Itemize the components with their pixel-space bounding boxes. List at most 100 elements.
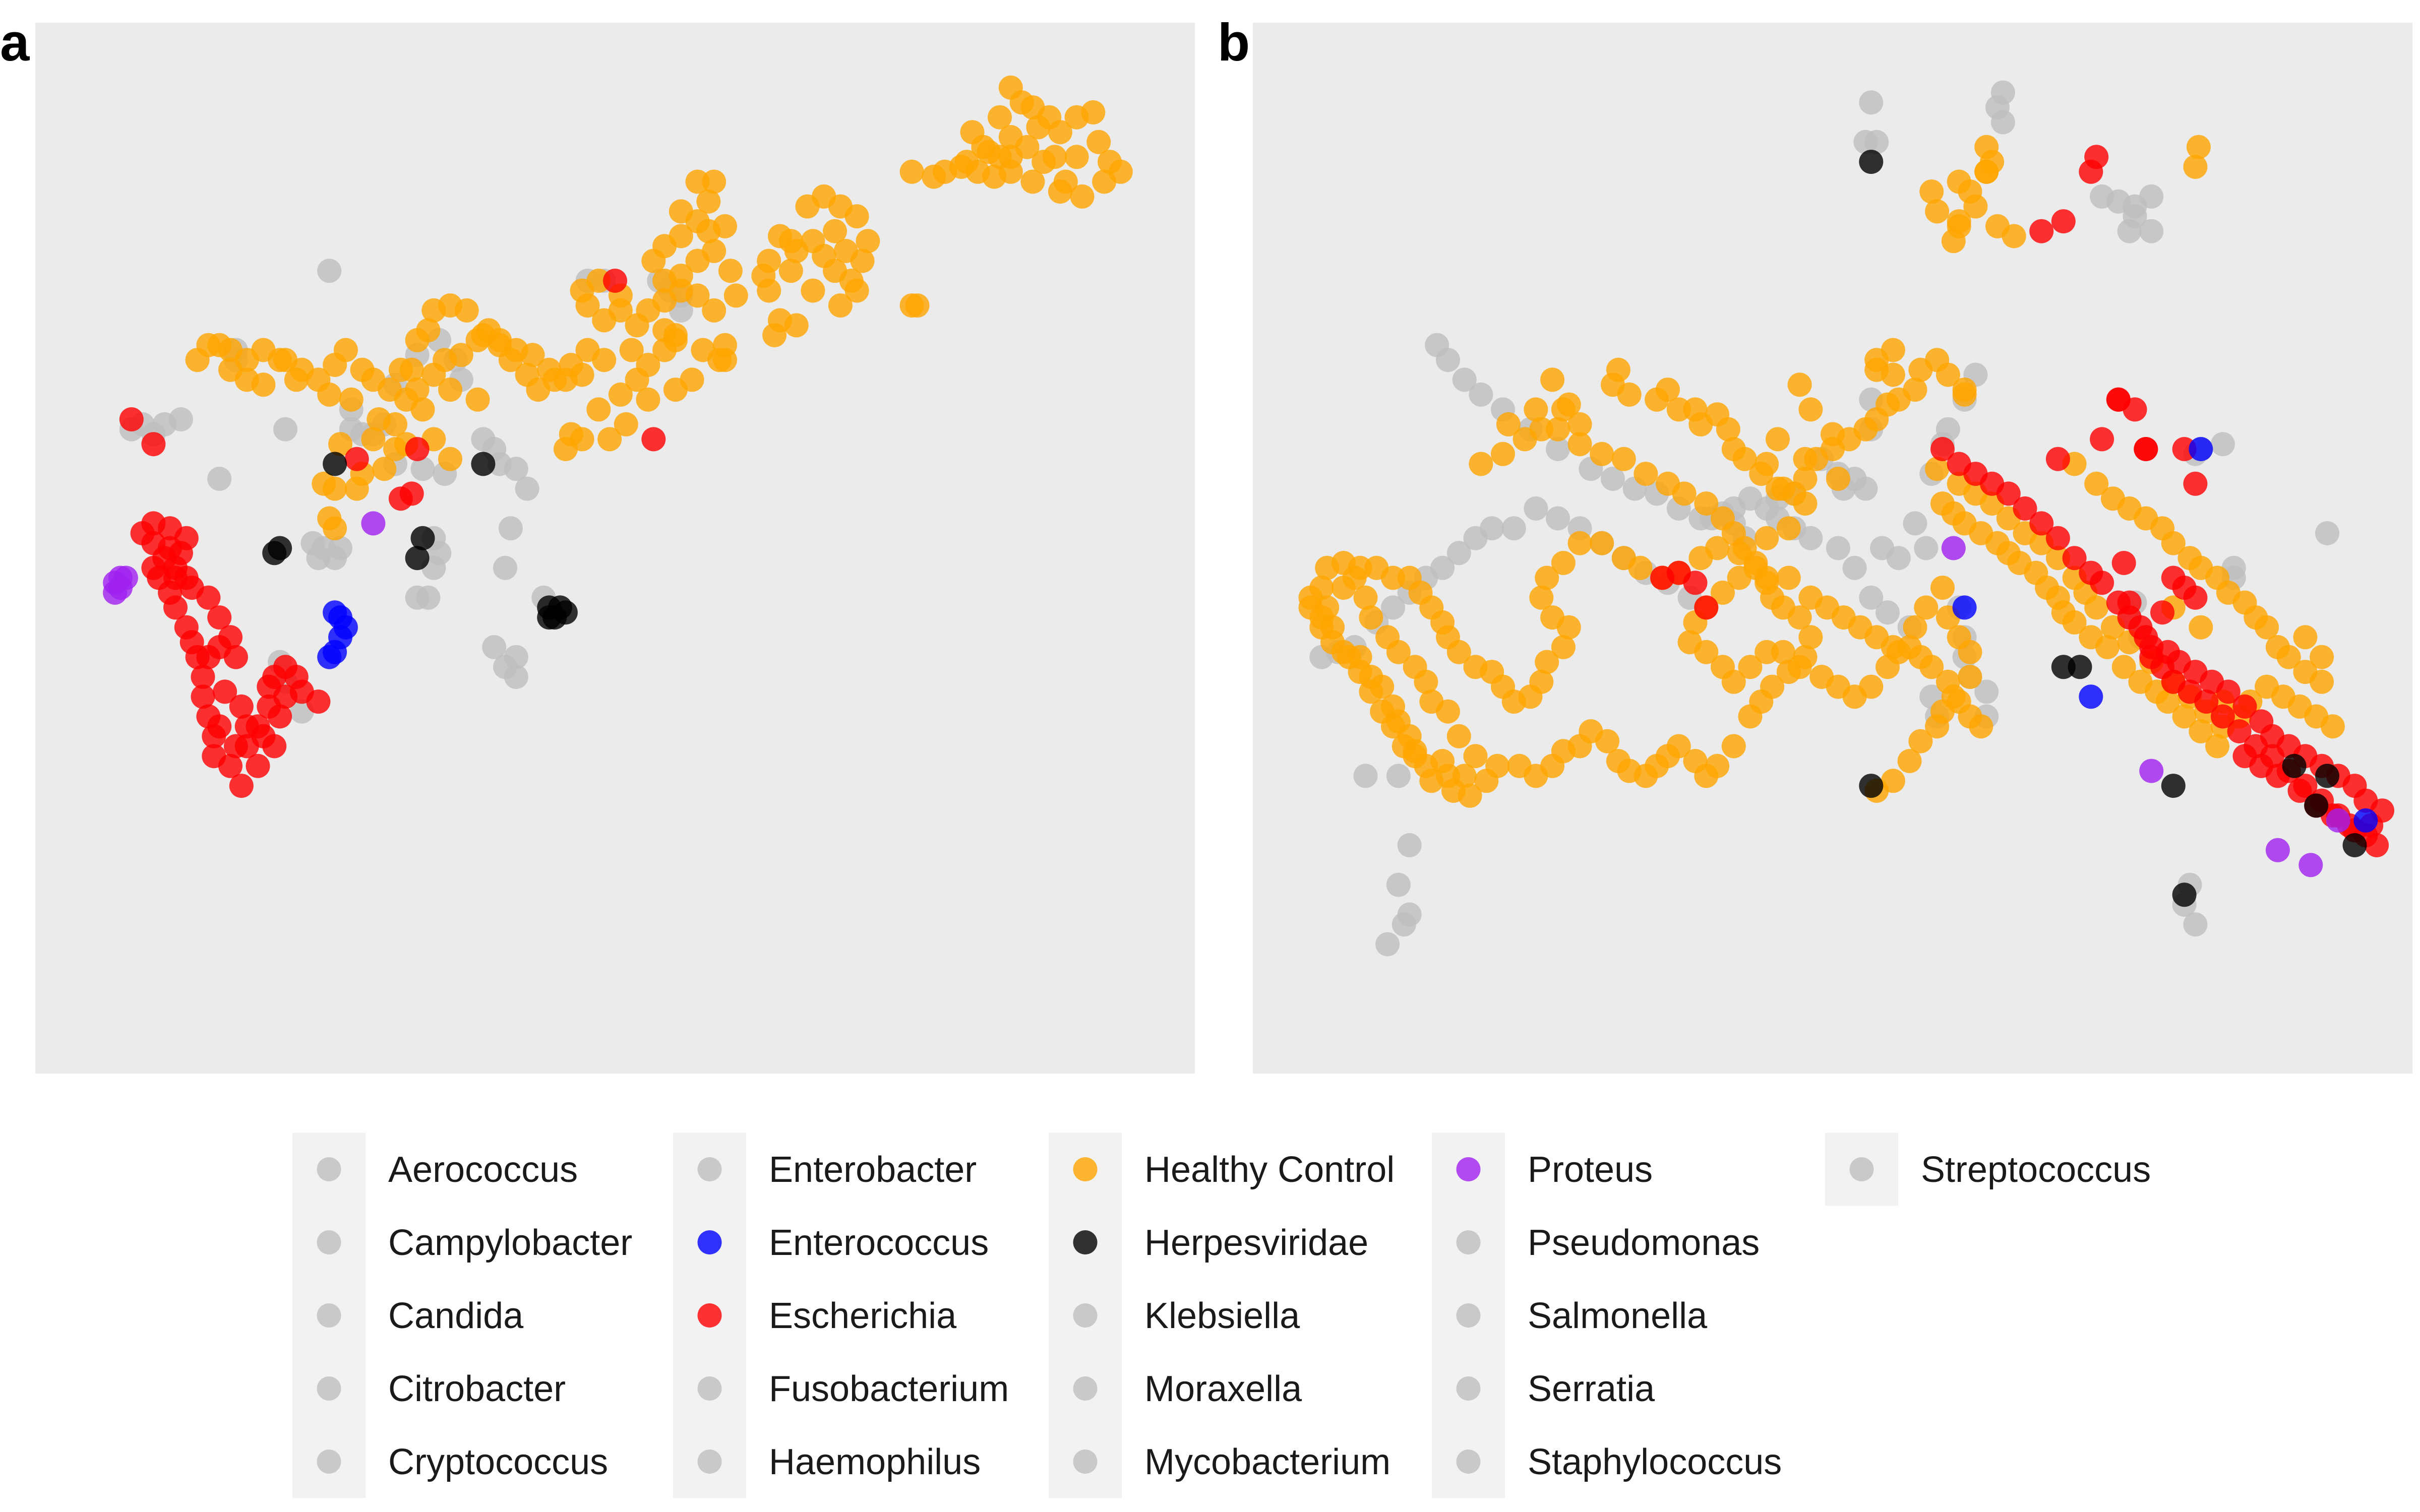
panel-a-point-healthy-control-101 — [597, 427, 622, 452]
panel-a-point-other-21 — [515, 476, 539, 501]
panel-b-point-herpesviridae-1 — [1859, 774, 1884, 798]
panel-a-point-healthy-control-142 — [317, 382, 342, 407]
panel-b-point-healthy-control-225 — [1919, 655, 1944, 679]
panel-a-point-healthy-control-15 — [1070, 184, 1095, 209]
legend-key-streptococcus — [1849, 1157, 1874, 1181]
panel-b-point-other-79 — [1546, 506, 1570, 531]
panel-a-point-healthy-control-27 — [1043, 145, 1067, 169]
panel-b-point-other-83 — [1463, 526, 1488, 550]
panel-b-point-other-43 — [1546, 437, 1570, 461]
panel-a-point-other-22 — [504, 457, 528, 481]
panel-b-point-healthy-control-138 — [1694, 640, 1719, 664]
panel-a-point-healthy-control-30 — [1037, 105, 1062, 130]
panel-a-point-healthy-control-171 — [328, 432, 352, 457]
legend-key-haemophilus — [697, 1450, 722, 1474]
panel-b-point-healthy-control-75 — [1463, 744, 1488, 769]
panel-a-point-escherichia-12 — [262, 665, 287, 689]
panel-b-point-healthy-control-270 — [2084, 471, 2109, 496]
panel-b-point-other-65 — [1826, 536, 1850, 560]
panel-a-point-healthy-control-55 — [762, 323, 787, 347]
panel-b-point-herpesviridae-8 — [2342, 833, 2367, 857]
panel-a-point-healthy-control-175 — [312, 471, 336, 496]
panel-b-point-healthy-control-16 — [1881, 362, 1905, 387]
panel-b-point-other-46 — [1469, 382, 1493, 407]
panel-b-point-healthy-control-193 — [1935, 362, 1960, 387]
panel-b-point-healthy-control-76 — [1446, 724, 1471, 748]
panel-b-point-escherichia-22 — [2232, 694, 2257, 719]
panel-b-point-escherichia-54 — [2029, 511, 2054, 536]
panel-a-point-healthy-control-168 — [399, 357, 424, 382]
panel-a-point-other-9 — [273, 417, 297, 442]
panel-b-point-other-96 — [1386, 872, 1411, 897]
panel-b-point-healthy-control-286 — [2310, 669, 2334, 694]
legend-label-serratia: Serratia — [1528, 1369, 1655, 1409]
panel-b-point-healthy-control-275 — [2161, 531, 2186, 555]
legend-key-mycobacterium — [1073, 1450, 1098, 1474]
panel-b-point-healthy-control-111 — [1595, 729, 1620, 753]
panel-a-point-healthy-control-58 — [751, 264, 776, 288]
panel-b-point-healthy-control-92 — [1320, 630, 1345, 655]
panel-b-point-escherichia-40 — [2227, 719, 2252, 743]
panel-a: a — [0, 13, 1195, 1074]
panel-b-point-healthy-control-5 — [1963, 194, 1988, 219]
legend-key-candida — [317, 1303, 341, 1328]
panel-a-point-proteus-4 — [108, 565, 133, 590]
panel-a-point-escherichia-3 — [344, 447, 369, 471]
panel-b-point-herpesviridae-7 — [2304, 793, 2329, 818]
legend-key-proteus — [1456, 1157, 1481, 1181]
panel-a-background — [35, 23, 1195, 1074]
panel-b-point-healthy-control-43 — [1535, 650, 1559, 674]
panel-a-point-healthy-control-104 — [559, 422, 583, 447]
panel-a-point-healthy-control-78 — [702, 298, 727, 323]
panel-b-point-escherichia-77 — [2106, 387, 2131, 412]
panel-a-point-healthy-control-141 — [284, 367, 309, 392]
panel-a-point-healthy-control-165 — [383, 437, 407, 461]
panel-b-point-healthy-control-182 — [1793, 467, 1818, 491]
panel-b-label: b — [1218, 13, 1250, 72]
panel-a-point-healthy-control-155 — [520, 343, 545, 367]
panel-b-point-escherichia-14 — [2183, 585, 2208, 610]
panel-b-point-healthy-control-209 — [1672, 481, 1697, 506]
panel-b-point-other-81 — [1501, 516, 1526, 541]
panel-b-point-healthy-control-36 — [1567, 531, 1592, 555]
panel-b-point-healthy-control-167 — [1556, 392, 1581, 417]
legend-key-campylobacter — [317, 1230, 341, 1254]
panel-b-point-healthy-control-195 — [1601, 372, 1625, 397]
panel-b-point-healthy-control-11 — [1919, 179, 1944, 204]
panel-b-point-herpesviridae-9 — [2172, 883, 2197, 907]
panel-b-point-escherichia-21 — [2216, 679, 2241, 704]
panel-b-point-other-24 — [1903, 511, 1927, 536]
panel-a-point-healthy-control-33 — [954, 150, 979, 174]
panel-b-point-healthy-control-141 — [1738, 655, 1763, 679]
panel-a-point-healthy-control-57 — [778, 229, 803, 254]
panel-b-point-healthy-control-301 — [2183, 155, 2208, 179]
panel-b-point-other-93 — [1353, 764, 1378, 788]
panel-a-point-healthy-control-162 — [465, 387, 490, 412]
panel-a-point-escherichia-14 — [268, 704, 292, 729]
panel-a-point-proteus-5 — [361, 511, 386, 536]
panel-a-point-healthy-control-64 — [696, 189, 721, 214]
panel-b-point-healthy-control-243 — [2095, 635, 2120, 659]
panel-b-point-other-98 — [1392, 912, 1416, 937]
panel-a-point-other-0 — [317, 259, 342, 283]
panel-b-point-enterococcus-1 — [1952, 595, 1977, 620]
panel-b-point-escherichia-49 — [2106, 590, 2131, 615]
panel-b-point-healthy-control-12 — [1925, 199, 1950, 224]
legend-key-cryptococcus — [317, 1450, 341, 1474]
panel-b-point-escherichia-60 — [1930, 437, 1955, 461]
panel-b-point-healthy-control-196 — [1567, 412, 1592, 436]
panel-b-point-healthy-control-176 — [1716, 417, 1740, 442]
panel-b-point-healthy-control-207 — [1634, 462, 1658, 486]
panel-a-point-healthy-control-105 — [586, 397, 611, 422]
panel-b-point-other-94 — [1386, 764, 1411, 788]
panel-a-point-healthy-control-106 — [608, 382, 633, 407]
panel-a-label: a — [0, 13, 30, 72]
legend-label-pseudomonas: Pseudomonas — [1528, 1223, 1760, 1263]
panel-b-point-healthy-control-215 — [1754, 565, 1779, 590]
panel-b-point-healthy-control-84 — [1353, 585, 1378, 610]
panel-b-point-healthy-control-120 — [1705, 753, 1730, 778]
panel-b-point-proteus-4 — [2326, 808, 2350, 833]
panel-b-point-healthy-control-198 — [1512, 427, 1537, 452]
panel-b-point-healthy-control-302 — [2186, 135, 2211, 159]
